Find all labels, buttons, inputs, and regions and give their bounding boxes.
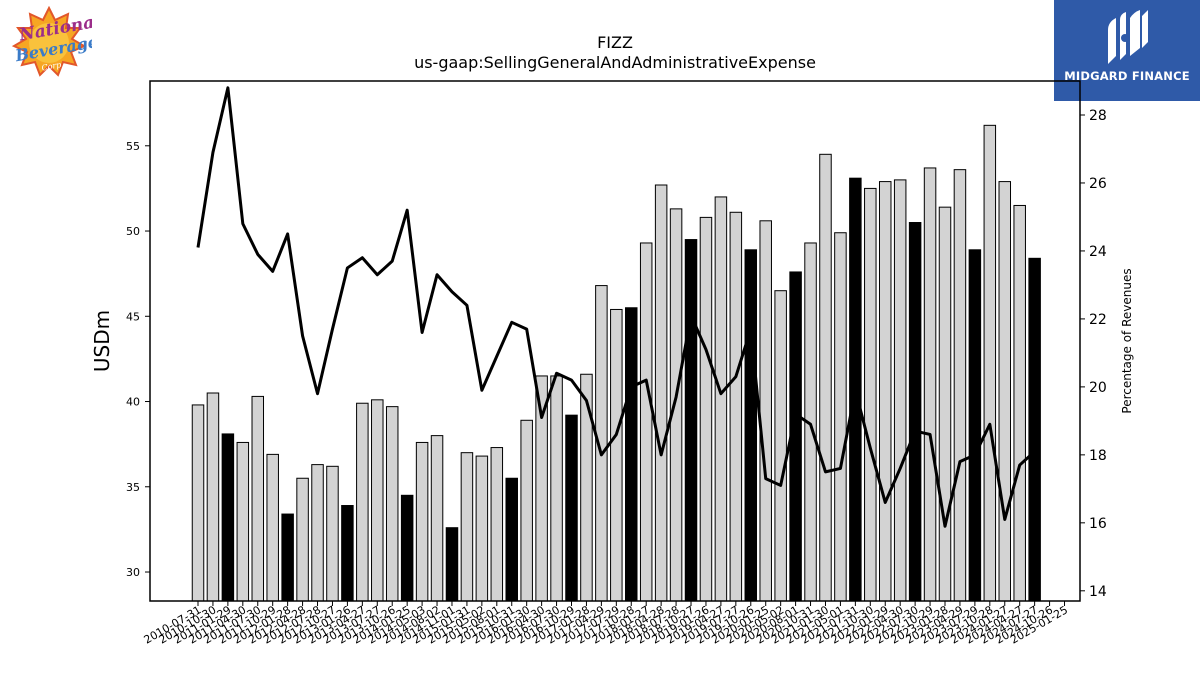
chart-title: FIZZ [597,33,633,52]
svg-text:Corp.: Corp. [41,60,65,73]
bar-39 [774,290,787,602]
y-tick-label-3: 45 [126,310,140,323]
bar-33 [684,239,698,602]
bar-47 [893,179,907,602]
y2-tick-label-2: 18 [1089,448,1107,464]
bar-18 [460,452,474,602]
bar-5 [266,453,279,602]
bar-25 [565,414,578,602]
bar-4 [251,395,265,602]
y2-tick-label-3: 20 [1089,380,1107,396]
bar-20 [490,447,504,602]
bar-24 [550,375,563,602]
bar-31 [654,184,668,602]
bar-54 [998,181,1012,602]
bar-8 [311,464,324,602]
bar-10 [341,505,354,602]
pct-revenue-line [196,86,1036,528]
bar-38 [759,220,772,602]
y-axis-label: USDm [90,310,114,372]
bar-26 [580,373,593,602]
y-tick-label-2: 40 [126,396,140,409]
bar-42 [819,153,832,602]
midgard-mark-icon [1108,10,1148,64]
bar-48 [908,222,922,602]
bar-56 [1028,257,1041,602]
bar-53 [983,124,997,602]
chart-subtitle: us-gaap:SellingGeneralAndAdministrativeE… [414,53,816,72]
bar-13 [385,406,399,602]
bar-7 [296,477,309,602]
bar-16 [430,435,444,602]
bar-12 [371,399,384,602]
y2-tick-label-1: 16 [1089,516,1107,532]
bar-46 [878,181,892,602]
y2-tick-label-0: 14 [1089,584,1107,600]
y-tick-label-1: 35 [126,481,140,494]
y-tick-label-0: 30 [126,566,140,579]
plot-frame [149,80,1081,602]
bar-34 [699,216,713,602]
y2-axis-label: Percentage of Revenues [1120,268,1134,413]
bar-3 [236,441,250,602]
bar-22 [520,419,533,602]
bar-43 [834,232,847,602]
y2-tick-label-6: 26 [1089,176,1107,192]
bar-45 [864,187,877,602]
bar-32 [669,208,683,602]
national-beverage-logo: National Beverage Corp. [6,5,103,78]
y2-tick-label-4: 22 [1089,312,1107,328]
bar-36 [729,211,743,602]
bar-6 [281,513,294,602]
bar-1 [206,392,220,602]
bar-19 [475,455,489,602]
bar-17 [445,527,459,602]
bar-52 [968,249,982,602]
y2-tick-label-5: 24 [1089,244,1107,260]
bar-37 [744,249,758,602]
bar-15 [415,441,429,602]
midgard-finance-logo: MIDGARD FINANCE [1054,0,1200,101]
bar-30 [639,242,653,602]
y-tick-label-5: 55 [126,140,140,153]
bar-14 [400,494,414,602]
midgard-brand-name: MIDGARD FINANCE [1064,69,1190,83]
bar-9 [326,465,339,602]
bar-55 [1013,204,1026,602]
y2-tick-label-7: 28 [1089,108,1107,124]
bar-28 [610,308,623,602]
bar-21 [505,477,518,602]
bar-0 [191,404,205,602]
bar-2 [221,433,235,602]
bar-51 [953,169,967,602]
bar-29 [625,307,638,602]
bar-35 [714,196,728,602]
bar-50 [938,206,952,602]
bar-49 [923,167,937,602]
bar-11 [356,402,369,602]
y-tick-label-4: 50 [126,225,140,238]
